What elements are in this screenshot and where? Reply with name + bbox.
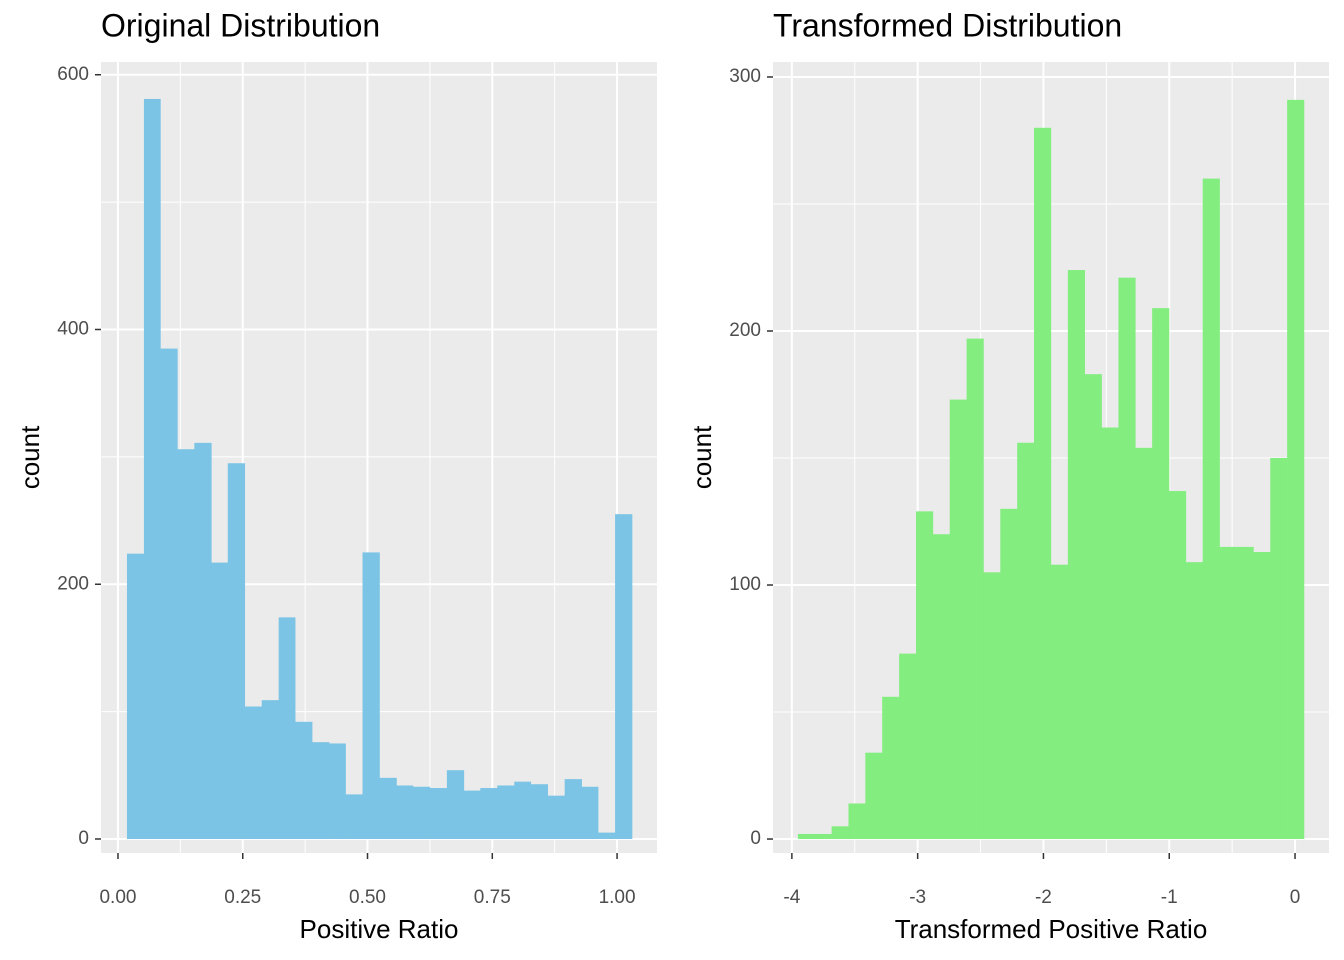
y-axis-title: count	[15, 425, 45, 489]
bar	[1017, 442, 1035, 840]
bar	[312, 742, 330, 839]
bar	[814, 833, 832, 840]
y-tick-label: 600	[57, 64, 89, 85]
bar	[429, 788, 448, 839]
bar	[916, 511, 934, 840]
bar	[1034, 127, 1052, 840]
bar	[1000, 508, 1018, 840]
y-tick-label: 0	[78, 828, 89, 849]
bar	[966, 338, 984, 840]
bar	[831, 826, 849, 840]
bar	[143, 98, 161, 839]
bar	[480, 788, 498, 839]
bar	[194, 442, 212, 839]
bar	[1219, 546, 1237, 840]
bar	[362, 552, 380, 839]
bar	[412, 786, 431, 839]
bar	[497, 785, 515, 839]
x-tick-label: 1.00	[599, 887, 636, 908]
bar	[329, 743, 346, 839]
bar	[261, 700, 279, 839]
bar	[865, 752, 883, 840]
bar	[983, 572, 1001, 840]
y-tick-label: 200	[729, 320, 761, 341]
chart-title: Transformed Distribution	[773, 7, 1122, 43]
x-tick-label: -3	[909, 887, 926, 908]
bar	[227, 463, 246, 839]
bar	[463, 790, 481, 839]
bar	[446, 770, 465, 839]
x-tick-label: -4	[783, 887, 800, 908]
x-tick-label: 0.00	[99, 887, 136, 908]
bar	[797, 833, 816, 840]
bar	[882, 696, 900, 840]
x-tick-label: 0	[1290, 887, 1301, 908]
bar	[514, 781, 532, 839]
x-tick-label: 0.75	[474, 887, 511, 908]
bar	[899, 653, 917, 840]
bar	[1185, 562, 1204, 840]
bar	[1135, 447, 1153, 840]
bar	[345, 794, 363, 839]
y-axis-title: count	[687, 425, 717, 489]
bar	[379, 777, 397, 839]
bar	[396, 785, 414, 839]
bar	[177, 449, 195, 839]
y-tick-label: 200	[57, 573, 89, 594]
bar	[1050, 564, 1069, 840]
bar	[1236, 546, 1254, 840]
y-tick-label: 100	[729, 574, 761, 595]
chart-title: Original Distribution	[101, 7, 380, 43]
bar	[1270, 458, 1288, 840]
x-axis-title: Positive Ratio	[300, 914, 459, 944]
bar	[126, 553, 145, 839]
bar	[564, 779, 582, 839]
bar	[1253, 551, 1271, 840]
bar	[581, 786, 599, 839]
bar	[598, 832, 616, 839]
bar	[547, 795, 565, 839]
bar	[244, 706, 263, 839]
y-tick-label: 0	[750, 828, 761, 849]
y-tick-label: 300	[729, 66, 761, 87]
bar	[932, 534, 951, 840]
bar	[1168, 491, 1187, 840]
x-tick-label: 0.50	[349, 887, 386, 908]
x-tick-label: 0.25	[224, 887, 261, 908]
bar	[1101, 427, 1119, 840]
y-tick-label: 400	[57, 319, 89, 340]
bar	[848, 803, 866, 840]
bar	[1287, 99, 1305, 840]
x-tick-label: -1	[1161, 887, 1178, 908]
bar	[1118, 277, 1136, 840]
bar	[160, 348, 178, 839]
bar	[615, 514, 633, 839]
x-tick-label: -2	[1035, 887, 1052, 908]
bar	[530, 784, 548, 839]
bar	[295, 721, 313, 839]
bar	[211, 562, 229, 839]
x-axis-title: Transformed Positive Ratio	[895, 914, 1208, 944]
bar	[278, 617, 296, 839]
bar	[1067, 270, 1086, 840]
bar	[949, 399, 967, 840]
bar	[1084, 374, 1102, 840]
bar	[1202, 178, 1220, 840]
bar	[1152, 308, 1170, 840]
